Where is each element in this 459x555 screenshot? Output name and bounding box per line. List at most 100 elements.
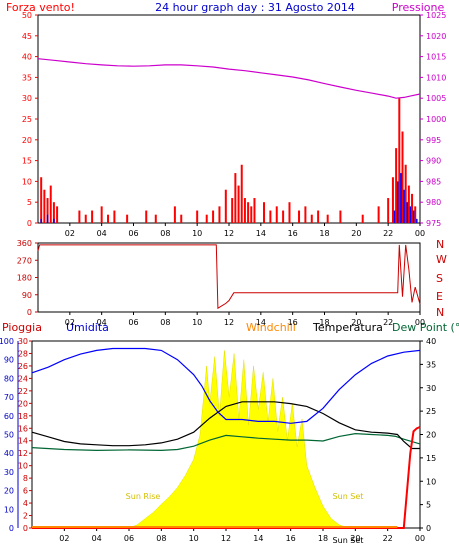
hour-axis-3-label: 08: [156, 534, 166, 543]
hour-axis-2-label: 20: [351, 318, 361, 327]
compass-label: W: [436, 253, 447, 266]
wind-axis-label: 5: [27, 198, 32, 207]
humidity-axis-label: 60: [4, 412, 14, 421]
pressure-axis-label: 1010: [426, 73, 446, 82]
wind-axis-label: 15: [22, 157, 32, 166]
hour-axis-1-label: 14: [256, 229, 266, 238]
humidity-axis-label: 70: [4, 393, 14, 402]
hour-axis-2-label: 18: [319, 318, 329, 327]
hour-axis-2-label: 12: [224, 318, 234, 327]
temperature-axis-label: 5: [426, 501, 431, 510]
humidity-axis-label: 50: [4, 431, 14, 440]
compass-label: E: [436, 290, 443, 303]
hour-axis-2-label: 00: [415, 318, 425, 327]
rain-axis-label: 20: [18, 399, 28, 408]
wind-axis-label: 35: [22, 73, 32, 82]
pressure-axis-label: 975: [426, 219, 441, 228]
humidity-axis-label: 20: [4, 487, 14, 496]
wind-axis-label: 20: [22, 136, 32, 145]
pressure-axis-label: 1020: [426, 32, 446, 41]
pressure-axis-label: 995: [426, 136, 441, 145]
rain-axis-label: 14: [18, 437, 28, 446]
pressure-axis-label: 985: [426, 177, 441, 186]
hour-axis-2-label: 08: [160, 318, 170, 327]
humidity-legend: Umidita: [66, 321, 109, 334]
hour-axis-1-label: 18: [319, 229, 329, 238]
hour-axis-1-label: 16: [288, 229, 298, 238]
pressure-axis-label: 1015: [426, 53, 446, 62]
hour-axis-2-label: 14: [256, 318, 266, 327]
pressure-axis-label: 1025: [426, 11, 446, 20]
hour-axis-3-label: 20: [350, 534, 360, 543]
temperature-axis-label: 35: [426, 360, 436, 369]
temperature-line: [31, 401, 420, 450]
hour-axis-3-label: 00: [415, 534, 425, 543]
hour-axis-3-label: 10: [189, 534, 199, 543]
wind-axis-title: Forza vento!: [6, 1, 75, 14]
pressure-axis-label: 980: [426, 198, 441, 207]
humidity-axis-label: 100: [0, 337, 14, 346]
hour-axis-1-label: 04: [97, 229, 107, 238]
direction-axis-label: 360: [17, 239, 32, 248]
solar-area: [32, 350, 420, 529]
hour-axis-2-label: 02: [65, 318, 75, 327]
humidity-axis-label: 90: [4, 356, 14, 365]
wind-axis-label: 40: [22, 53, 32, 62]
sunset-annotation: Sun Set: [333, 492, 364, 501]
rain-axis-label: 16: [18, 424, 28, 433]
hour-axis-3-label: 16: [286, 534, 296, 543]
wind-axis-label: 10: [22, 177, 32, 186]
hour-axis-1-label: 10: [192, 229, 202, 238]
hour-axis-2-label: 04: [97, 318, 107, 327]
direction-axis-label: 90: [22, 291, 32, 300]
temperature-axis-label: 20: [426, 431, 436, 440]
rain-axis-label: 18: [18, 412, 28, 421]
rain-axis-label: 6: [23, 487, 28, 496]
pressure-axis-label: 990: [426, 157, 441, 166]
temperature-axis-label: 0: [426, 524, 431, 533]
hour-axis-1-label: 06: [128, 229, 138, 238]
temperature-axis-label: 10: [426, 477, 436, 486]
humidity-axis-label: 0: [9, 524, 14, 533]
humidity-axis-label: 40: [4, 449, 14, 458]
hour-axis-2-label: 16: [288, 318, 298, 327]
humidity-line: [31, 347, 421, 424]
hour-axis-3-label: 12: [221, 534, 231, 543]
hour-axis-1-label: 00: [415, 229, 425, 238]
pressure-line: [37, 58, 421, 99]
hour-axis-3-label: 22: [383, 534, 393, 543]
hour-axis-1-label: 22: [383, 229, 393, 238]
rain-axis-label: 26: [18, 362, 28, 371]
hour-axis-1-label: 12: [224, 229, 234, 238]
pressure-axis-title: Pressione: [392, 1, 445, 14]
hour-axis-3-label: 02: [59, 534, 69, 543]
humidity-axis-label: 80: [4, 374, 14, 383]
windchill-legend: Windchill: [246, 321, 296, 334]
temperature-humidity-panel: 0102030405060708090100024681012141618202…: [0, 337, 436, 545]
pressure-axis-label: 1005: [426, 94, 446, 103]
dewpoint-line: [31, 432, 421, 452]
rain-axis-label: 10: [18, 462, 28, 471]
hour-axis-1-label: 02: [65, 229, 75, 238]
wind-axis-label: 25: [22, 115, 32, 124]
hour-axis-1-label: 20: [351, 229, 361, 238]
wind-axis-label: 45: [22, 32, 32, 41]
hour-axis-2-label: 06: [128, 318, 138, 327]
rain-axis-title: Pioggia: [2, 321, 42, 334]
rain-axis-label: 4: [23, 499, 28, 508]
compass-label: N: [436, 306, 444, 319]
hour-axis-1-label: 08: [160, 229, 170, 238]
rain-axis-label: 8: [23, 474, 28, 483]
rain-line: [32, 426, 421, 529]
wind-axis-label: 50: [22, 11, 32, 20]
hour-axis-2-label: 22: [383, 318, 393, 327]
temperature-axis-label: 25: [426, 407, 436, 416]
humidity-axis-label: 10: [4, 505, 14, 514]
hour-axis-3-label: 18: [318, 534, 328, 543]
rain-axis-label: 22: [18, 387, 28, 396]
compass-label: N: [436, 238, 444, 251]
hour-axis-3-label: 04: [92, 534, 102, 543]
